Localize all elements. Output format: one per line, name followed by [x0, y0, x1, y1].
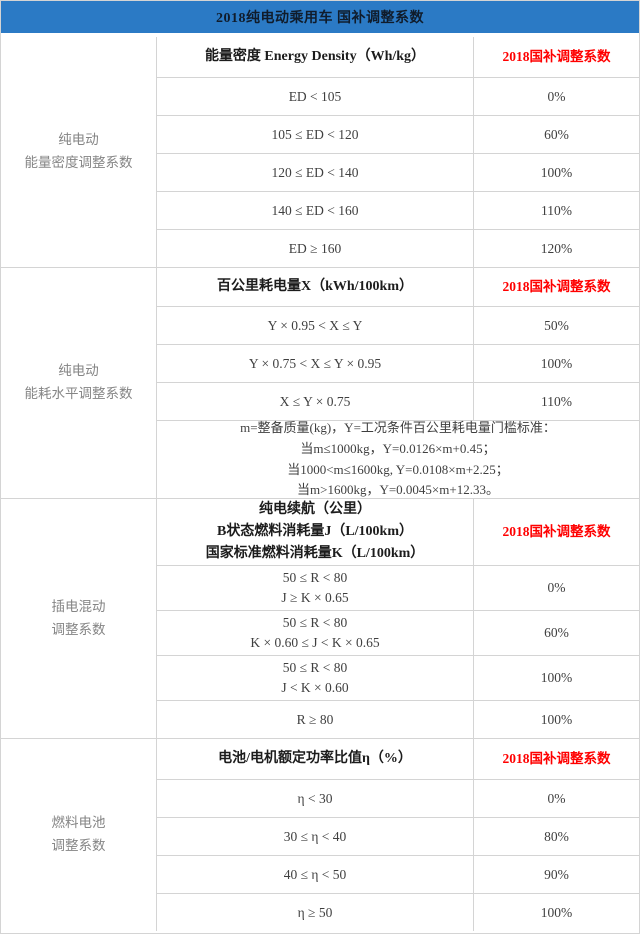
- value-cell: 120%: [473, 229, 639, 267]
- condition-cell: 140 ≤ ED < 160: [157, 191, 473, 229]
- value-cell: 90%: [473, 855, 639, 893]
- section-coefficient-header: 2018国补调整系数: [473, 268, 639, 306]
- section-criteria-header: 纯电续航（公里） B状态燃料消耗量J（L/100km） 国家标准燃料消耗量K（L…: [205, 502, 425, 561]
- value-cell: 50%: [473, 306, 639, 344]
- section-fuel-cell: 燃料电池 调整系数 电池/电机额定功率比值η（%） 2018国补调整系数 η <…: [1, 738, 639, 931]
- condition-cell: 30 ≤ η < 40: [157, 817, 473, 855]
- condition-cell: X ≤ Y × 0.75: [157, 382, 473, 420]
- value-cell: 80%: [473, 817, 639, 855]
- condition-cell: 40 ≤ η < 50: [157, 855, 473, 893]
- value-cell: 0%: [473, 779, 639, 817]
- section-coefficient-header: 2018国补调整系数: [473, 739, 639, 779]
- value-cell: 100%: [473, 344, 639, 382]
- value-cell: 110%: [473, 191, 639, 229]
- condition-cell: ED ≥ 160: [157, 229, 473, 267]
- section-label: 燃料电池 调整系数: [1, 739, 157, 931]
- section-criteria-header: 百公里耗电量X（kWh/100km）: [216, 279, 414, 295]
- value-cell: 110%: [473, 382, 639, 420]
- formula-note: m=整备质量(kg)，Y=工况条件百公里耗电量门槛标准： 当m≤1000kg，Y…: [157, 420, 639, 498]
- condition-cell: Y × 0.95 < X ≤ Y: [157, 306, 473, 344]
- condition-cell: η < 30: [157, 779, 473, 817]
- condition-cell: 50 ≤ R < 80 J ≥ K × 0.65: [157, 565, 473, 610]
- condition-cell: R ≥ 80: [157, 700, 473, 738]
- section-plugin-hybrid: 插电混动 调整系数 纯电续航（公里） B状态燃料消耗量J（L/100km） 国家…: [1, 498, 639, 738]
- section-energy-consumption: 纯电动 能耗水平调整系数 百公里耗电量X（kWh/100km） 2018国补调整…: [1, 267, 639, 498]
- condition-cell: 50 ≤ R < 80 K × 0.60 ≤ J < K × 0.65: [157, 610, 473, 655]
- condition-cell: ED < 105: [157, 77, 473, 115]
- section-label: 插电混动 调整系数: [1, 499, 157, 738]
- condition-cell: 50 ≤ R < 80 J < K × 0.60: [157, 655, 473, 700]
- section-criteria-header: 电池/电机额定功率比值η（%）: [218, 751, 412, 767]
- condition-cell: Y × 0.75 < X ≤ Y × 0.95: [157, 344, 473, 382]
- value-cell: 0%: [473, 565, 639, 610]
- value-cell: 0%: [473, 77, 639, 115]
- condition-cell: 120 ≤ ED < 140: [157, 153, 473, 191]
- section-label: 纯电动 能耗水平调整系数: [1, 268, 157, 498]
- table-title-bar: 2018纯电动乘用车 国补调整系数: [1, 1, 639, 33]
- condition-cell: η ≥ 50: [157, 893, 473, 931]
- value-cell: 60%: [473, 115, 639, 153]
- section-energy-density: 纯电动 能量密度调整系数 能量密度 Energy Density（Wh/kg） …: [1, 37, 639, 267]
- section-label: 纯电动 能量密度调整系数: [1, 37, 157, 267]
- section-coefficient-header: 2018国补调整系数: [473, 499, 639, 565]
- value-cell: 100%: [473, 153, 639, 191]
- value-cell: 100%: [473, 700, 639, 738]
- section-coefficient-header: 2018国补调整系数: [473, 37, 639, 77]
- value-cell: 60%: [473, 610, 639, 655]
- table-title: 2018纯电动乘用车 国补调整系数: [216, 11, 424, 26]
- value-cell: 100%: [473, 893, 639, 931]
- condition-cell: 105 ≤ ED < 120: [157, 115, 473, 153]
- section-criteria-header: 能量密度 Energy Density（Wh/kg）: [204, 49, 426, 65]
- value-cell: 100%: [473, 655, 639, 700]
